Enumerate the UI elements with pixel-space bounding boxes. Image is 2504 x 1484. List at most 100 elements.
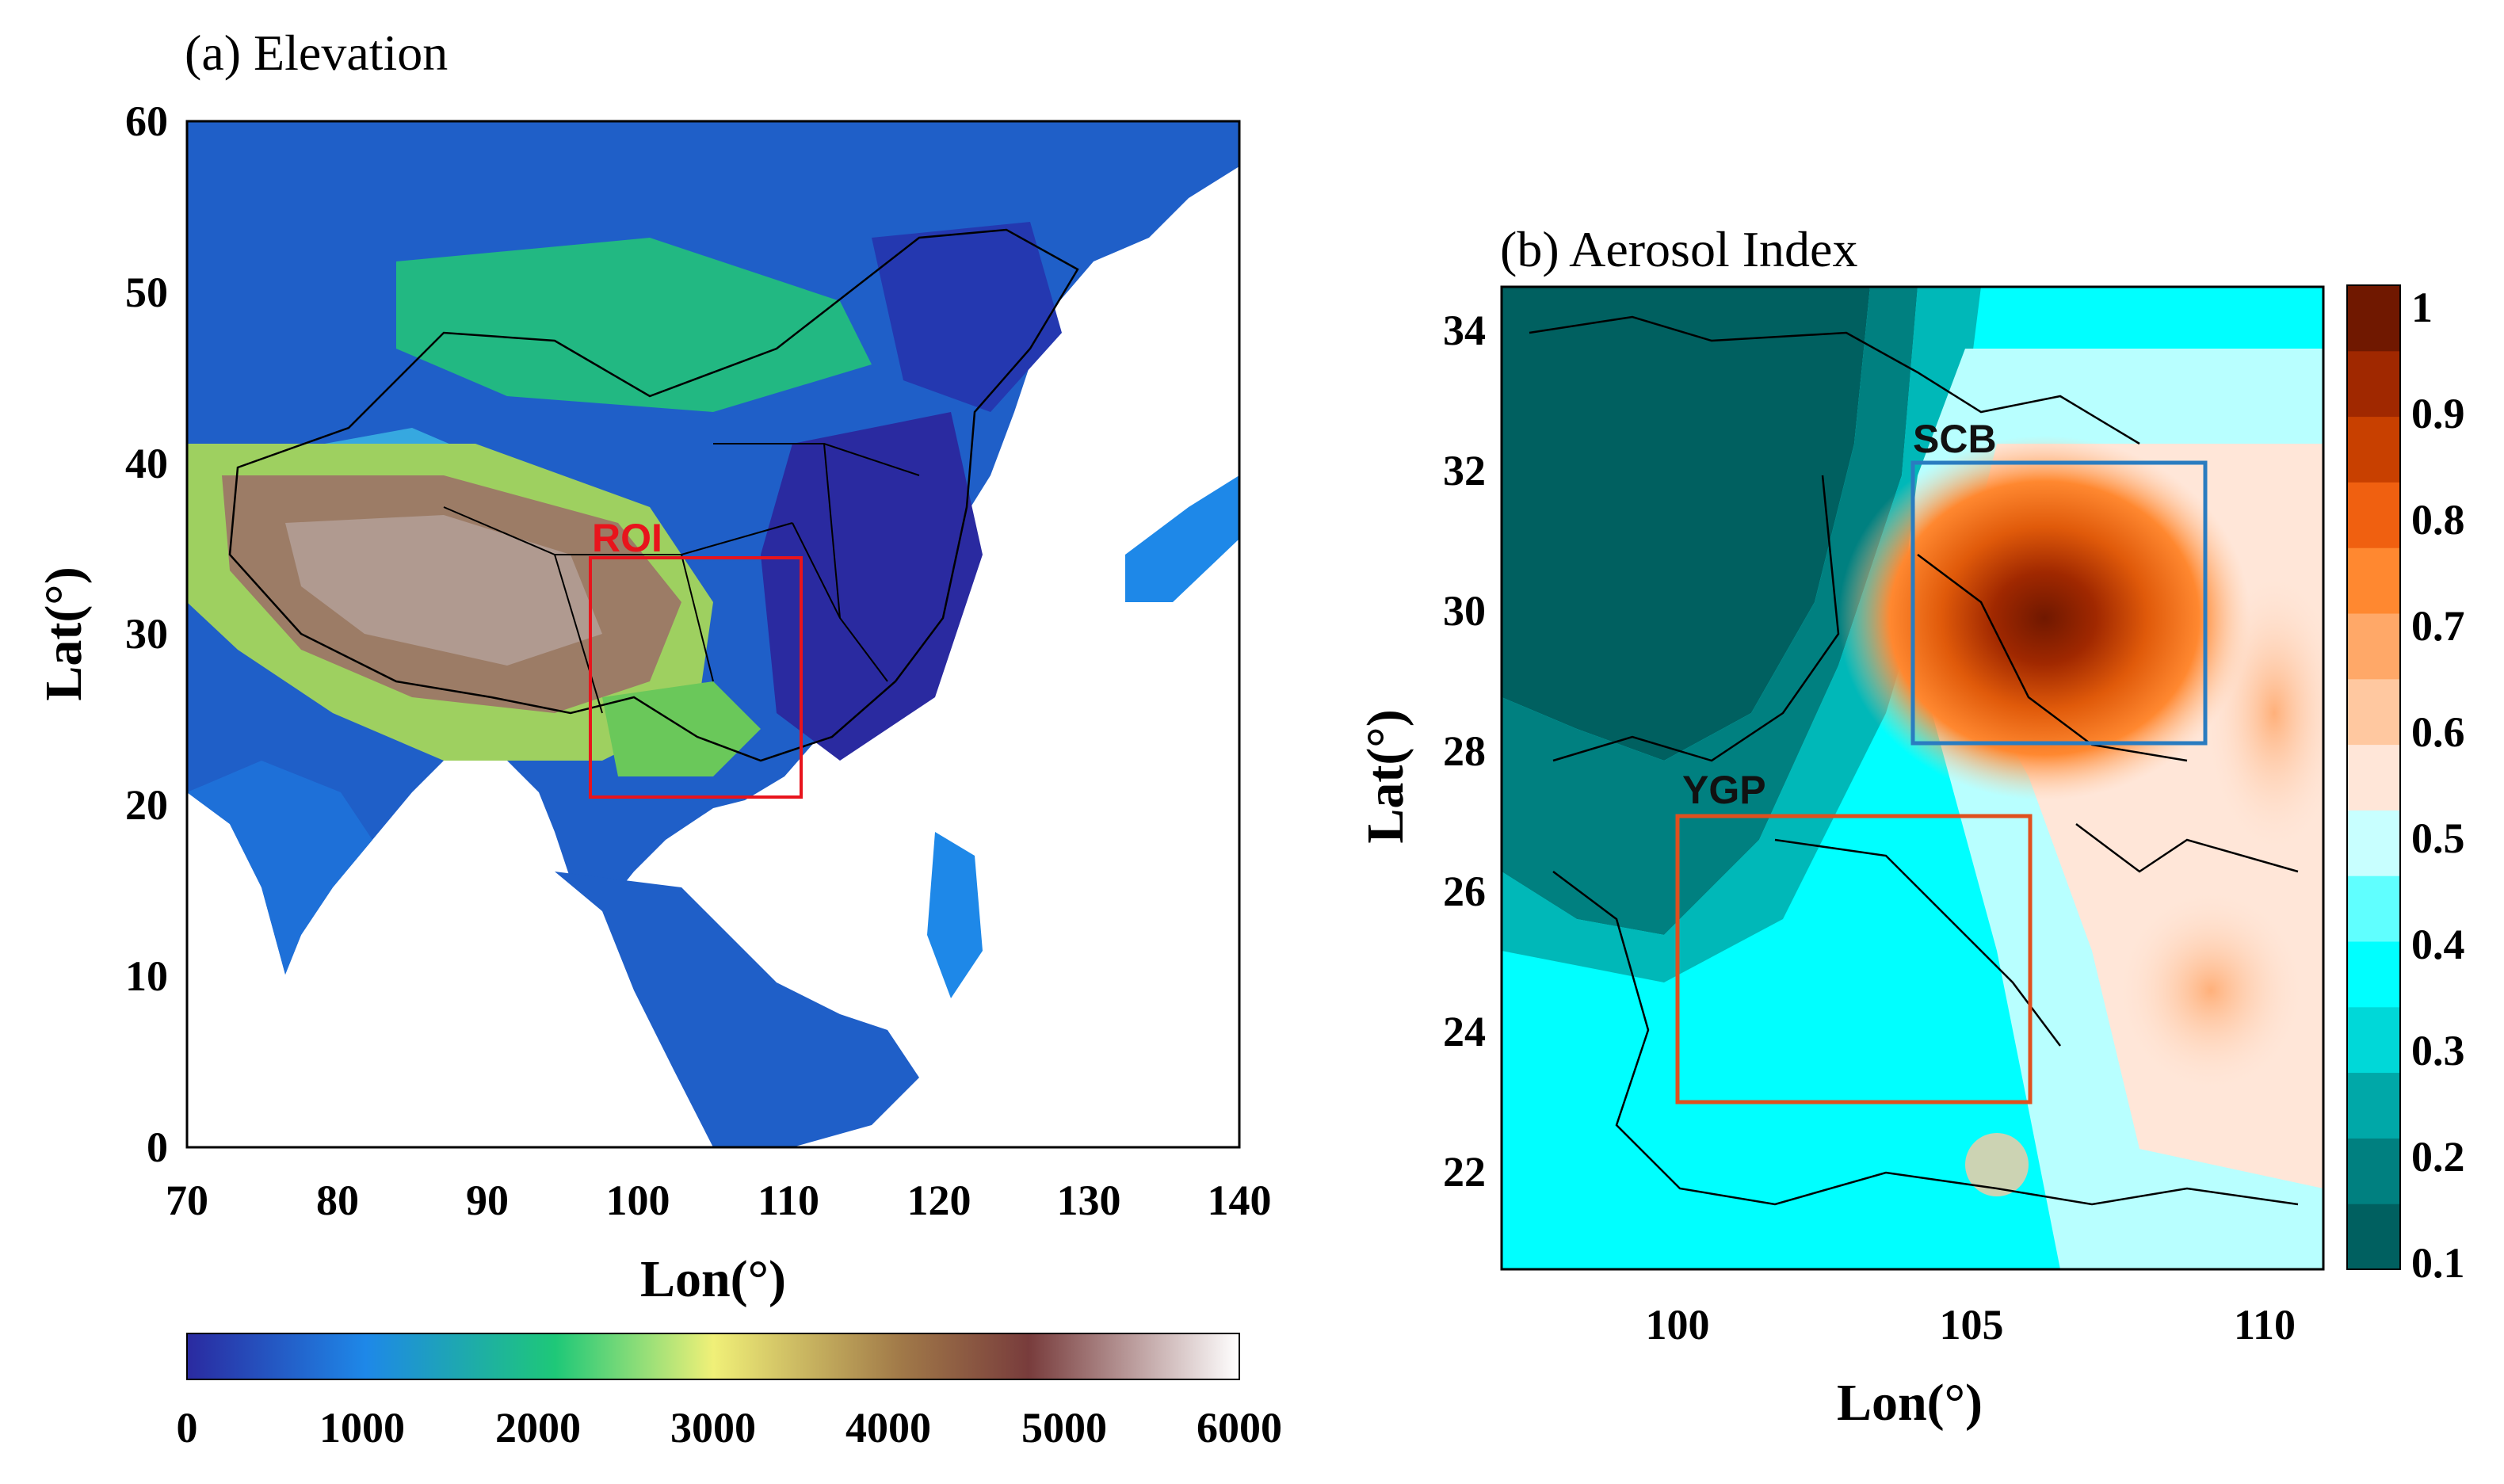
tibet-peaks xyxy=(285,515,602,666)
panel-b-frame xyxy=(1500,285,2325,1271)
roi-box xyxy=(589,556,803,799)
xtick-b-105: 105 xyxy=(1940,1301,2004,1349)
colorbar-level xyxy=(2347,810,2400,876)
ytick-b-28: 28 xyxy=(1443,727,1486,775)
ytick-a-20: 20 xyxy=(125,781,168,829)
cbar-a-4000: 4000 xyxy=(845,1404,931,1452)
xtick-a-140: 140 xyxy=(1208,1177,1272,1224)
cbar-b-0.4: 0.4 xyxy=(2411,921,2465,968)
ai-small-patch xyxy=(1965,1133,2029,1196)
country-border xyxy=(228,228,1079,762)
panel-a-frame xyxy=(185,120,1241,1149)
ytick-b-32: 32 xyxy=(1443,447,1486,494)
cbar-b-0.8: 0.8 xyxy=(2411,496,2465,544)
panel-b-yticks: 22 24 26 28 30 32 34 xyxy=(1443,307,1486,1196)
ai-west-low xyxy=(1502,287,1870,761)
ai-west-ring xyxy=(1502,287,1918,935)
ai-south-hotspot xyxy=(2116,887,2306,1093)
cbar-b-0.5: 0.5 xyxy=(2411,814,2465,862)
panel-b-xlabel: Lon(°) xyxy=(1837,1374,1983,1432)
aerosol-colorbar-ticks: 0.1 0.2 0.3 0.4 0.5 0.6 0.7 0.8 0.9 1 xyxy=(2411,284,2465,1287)
panel-b-ylabel: Lat(°) xyxy=(1357,709,1414,843)
panel-a-xticks: 70 80 90 100 110 120 130 140 xyxy=(166,1177,1272,1224)
cbar-a-2000: 2000 xyxy=(495,1404,581,1452)
colorbar-level xyxy=(2347,285,2400,352)
scb-label: SCB xyxy=(1913,417,1997,461)
cbar-b-1: 1 xyxy=(2411,284,2433,331)
cbar-b-0.6: 0.6 xyxy=(2411,708,2465,756)
xtick-a-120: 120 xyxy=(907,1177,971,1224)
xtick-a-130: 130 xyxy=(1057,1177,1121,1224)
scb-box xyxy=(1910,460,2208,746)
xtick-a-110: 110 xyxy=(758,1177,819,1224)
cbar-a-1000: 1000 xyxy=(319,1404,405,1452)
land-japan xyxy=(1125,475,1239,602)
ytick-a-30: 30 xyxy=(125,610,168,658)
xtick-a-80: 80 xyxy=(316,1177,359,1224)
panel-a-title: (a) Elevation xyxy=(185,25,448,81)
ytick-a-0: 0 xyxy=(147,1123,168,1171)
cbar-b-0.9: 0.9 xyxy=(2411,390,2465,437)
mongolia-plateau xyxy=(396,238,872,412)
ytick-b-30: 30 xyxy=(1443,587,1486,635)
panel-a-xlabel: Lon(°) xyxy=(640,1250,786,1308)
panel-b-title: (b) Aerosol Index xyxy=(1500,221,1857,277)
ytick-a-10: 10 xyxy=(125,952,168,1000)
xtick-a-100: 100 xyxy=(606,1177,670,1224)
colorbar-level xyxy=(2347,1138,2400,1204)
cbar-a-3000: 3000 xyxy=(670,1404,756,1452)
colorbar-level xyxy=(2347,547,2400,614)
province-borders xyxy=(443,443,920,714)
elevation-colorbar xyxy=(186,1333,1240,1380)
land-southeast xyxy=(555,872,919,1147)
ytick-a-50: 50 xyxy=(125,269,168,316)
cbar-a-5000: 5000 xyxy=(1021,1404,1107,1452)
cbar-b-0.3: 0.3 xyxy=(2411,1027,2465,1074)
ai-scb-plume xyxy=(1838,436,2250,800)
ytick-a-40: 40 xyxy=(125,440,168,487)
yunnan-plateau xyxy=(602,681,761,776)
elevation-map xyxy=(187,121,1239,1147)
aerosol-colorbar xyxy=(2347,285,2400,1270)
panel-b: (b) Aerosol Index SCB YGP 100 105 110 xyxy=(1357,221,2465,1432)
colorbar-level xyxy=(2347,1204,2400,1270)
colorbar-level xyxy=(2347,678,2400,746)
xtick-a-90: 90 xyxy=(466,1177,509,1224)
xtick-b-100: 100 xyxy=(1646,1301,1710,1349)
ygp-label: YGP xyxy=(1682,768,1766,812)
plain-north xyxy=(872,222,1062,412)
cbar-b-0.1: 0.1 xyxy=(2411,1239,2465,1287)
plain-east xyxy=(761,412,983,761)
elevation-colorbar-ticks: 0 1000 2000 3000 4000 5000 6000 xyxy=(177,1404,1283,1452)
panel-a-yticks: 0 10 20 30 40 50 60 xyxy=(125,97,168,1171)
land-islands xyxy=(927,832,983,998)
panel-a-ylabel: Lat(°) xyxy=(35,567,93,700)
colorbar-level xyxy=(2347,1006,2400,1074)
ytick-b-34: 34 xyxy=(1443,307,1486,354)
colorbar-level xyxy=(2347,350,2400,418)
ytick-b-22: 22 xyxy=(1443,1148,1486,1196)
panel-b-xticks: 100 105 110 xyxy=(1646,1301,2296,1349)
aerosol-colorbar-frame xyxy=(2346,284,2401,1270)
cbar-a-6000: 6000 xyxy=(1197,1404,1282,1452)
cbar-a-0: 0 xyxy=(177,1404,198,1452)
ygp-box xyxy=(1675,814,2033,1104)
cbar-b-0.2: 0.2 xyxy=(2411,1133,2465,1181)
colorbar-level xyxy=(2347,482,2400,548)
india xyxy=(187,761,372,975)
ytick-b-24: 24 xyxy=(1443,1008,1486,1055)
panel-a: (a) Elevation ROI xyxy=(35,25,1282,1452)
xtick-b-110: 110 xyxy=(2234,1301,2296,1349)
colorbar-level xyxy=(2347,416,2400,483)
ytick-a-60: 60 xyxy=(125,97,168,145)
cbar-b-0.7: 0.7 xyxy=(2411,602,2465,650)
ytick-b-26: 26 xyxy=(1443,868,1486,915)
xtick-a-70: 70 xyxy=(166,1177,208,1224)
province-borders-b xyxy=(1529,315,2299,1206)
colorbar-level xyxy=(2347,744,2400,811)
colorbar-level xyxy=(2347,613,2400,680)
colorbar-level xyxy=(2347,1072,2400,1139)
colorbar-level xyxy=(2347,941,2400,1008)
aerosol-map xyxy=(1502,287,2323,1269)
